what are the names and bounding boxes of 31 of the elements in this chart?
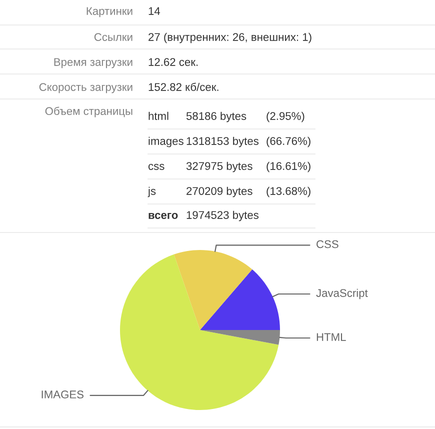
text: 12.62 сек.	[148, 58, 198, 66]
text: всего	[148, 212, 178, 219]
text: js	[148, 186, 156, 198]
text: Объем страницы	[45, 106, 132, 118]
slice-label: JavaScript	[316, 288, 368, 300]
text: (13.68%)	[266, 186, 310, 198]
text: 152.82 кб/сек.	[148, 82, 218, 91]
text: Ссылки	[94, 33, 132, 41]
slice-label: HTML	[316, 333, 346, 341]
text: 270209 bytes	[186, 186, 252, 198]
text: html	[148, 112, 168, 120]
text: Время загрузки	[54, 58, 132, 68]
text: (66.76%)	[266, 136, 310, 148]
slice-label: IMAGES	[42, 390, 84, 398]
pie-slice	[200, 269, 280, 330]
text: 1318153 bytes	[186, 136, 258, 148]
pie-slice	[120, 254, 279, 410]
text: Картинки	[86, 7, 132, 18]
text: 327975 bytes	[186, 162, 252, 172]
text: images	[148, 136, 184, 148]
text: css	[148, 164, 164, 170]
text: 14	[148, 7, 160, 15]
text: 27 (внутренних: 26, внешних: 1)	[148, 32, 312, 44]
text: 1974523 bytes	[186, 210, 258, 222]
slice-label: CSS	[316, 240, 338, 248]
pie-slice	[174, 250, 252, 330]
text: (16.61%)	[266, 162, 310, 172]
pie-slice	[200, 330, 280, 345]
text: Скорость загрузки	[39, 83, 132, 94]
text: 58186 bytes	[186, 112, 246, 122]
text: (2.95%)	[266, 112, 304, 122]
